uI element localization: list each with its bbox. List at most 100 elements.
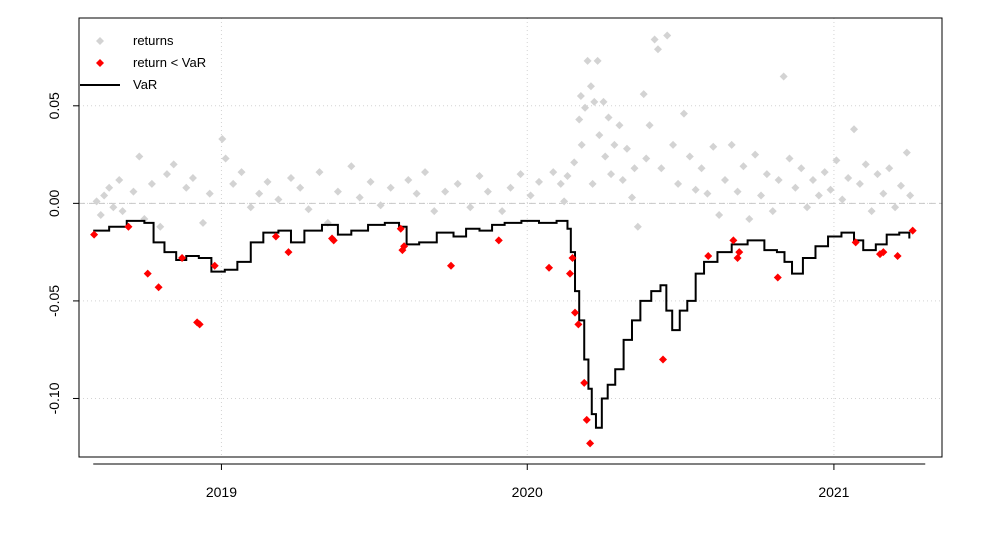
return-point <box>263 177 272 186</box>
return-point <box>618 175 627 184</box>
return-point <box>366 177 375 186</box>
exceedance-point <box>400 242 409 251</box>
x-axis: 2019 2020 2021 <box>93 463 926 500</box>
return-point <box>534 177 543 186</box>
return-point <box>679 109 688 118</box>
return-point <box>286 173 295 182</box>
exceedance-point <box>124 222 133 231</box>
return-point <box>657 164 666 173</box>
exceedance-point <box>210 261 219 270</box>
return-point <box>838 195 847 204</box>
return-point <box>593 56 602 65</box>
x-tick-label: 2020 <box>512 484 543 500</box>
return-point <box>642 154 651 163</box>
legend-symbol <box>96 59 104 67</box>
return-point <box>135 152 144 161</box>
var-series-line <box>93 219 911 429</box>
exceedance-point <box>580 378 589 387</box>
return-point <box>663 31 672 40</box>
return-point <box>577 140 586 149</box>
return-point <box>703 189 712 198</box>
return-point <box>218 134 227 143</box>
return-point <box>296 183 305 192</box>
return-point <box>590 97 599 106</box>
return-point <box>906 191 915 200</box>
return-point <box>861 160 870 169</box>
return-point <box>237 168 246 177</box>
return-point <box>421 168 430 177</box>
return-point <box>156 222 165 231</box>
exceedance-point <box>90 230 99 239</box>
return-point <box>129 187 138 196</box>
return-point <box>475 172 484 181</box>
exceedance-point <box>447 261 456 270</box>
return-point <box>896 181 905 190</box>
return-point <box>902 148 911 157</box>
return-point <box>891 203 900 212</box>
return-point <box>791 183 800 192</box>
return-point <box>333 187 342 196</box>
return-point <box>182 183 191 192</box>
return-point <box>563 172 572 181</box>
exceedance-point <box>773 273 782 282</box>
return-point <box>430 207 439 216</box>
return-point <box>604 113 613 122</box>
exceedance-point <box>329 236 338 245</box>
return-point <box>412 189 421 198</box>
return-point <box>576 92 585 101</box>
return-point <box>610 140 619 149</box>
exceedance-point <box>574 320 583 329</box>
return-point <box>526 191 535 200</box>
return-point <box>441 187 450 196</box>
return-point <box>867 207 876 216</box>
y-tick-label: -0.05 <box>46 285 62 317</box>
return-point <box>100 191 109 200</box>
return-point <box>92 197 101 206</box>
return-point <box>595 131 604 140</box>
return-point <box>615 121 624 130</box>
return-point <box>826 185 835 194</box>
exceedance-point <box>195 320 204 329</box>
exceedance-point <box>154 283 163 292</box>
return-point <box>832 156 841 165</box>
y-tick-label: 0.00 <box>46 190 62 217</box>
exceedance-point <box>733 253 742 262</box>
return-point <box>768 207 777 216</box>
return-point <box>669 140 678 149</box>
var-line <box>93 219 911 429</box>
return-point <box>229 179 238 188</box>
return-point <box>639 90 648 99</box>
exceedance-point <box>565 269 574 278</box>
return-point <box>255 189 264 198</box>
return-point <box>118 207 127 216</box>
return-point <box>850 125 859 134</box>
return-point <box>549 168 558 177</box>
legend-label: return < VaR <box>133 55 206 70</box>
return-point <box>601 152 610 161</box>
return-point <box>506 183 515 192</box>
return-point <box>199 218 208 227</box>
legend-symbol <box>96 37 104 45</box>
return-point <box>622 144 631 153</box>
exceedance-point <box>571 308 580 317</box>
return-point <box>347 162 356 171</box>
exceedance-point <box>586 439 595 448</box>
return-point <box>727 140 736 149</box>
return-point <box>386 183 395 192</box>
return-point <box>650 35 659 44</box>
return-point <box>570 158 579 167</box>
return-point <box>779 72 788 81</box>
return-point <box>588 179 597 188</box>
return-point <box>879 189 888 198</box>
return-point <box>873 170 882 179</box>
return-point <box>885 164 894 173</box>
return-point <box>697 164 706 173</box>
return-point <box>797 164 806 173</box>
exceedance-point <box>545 263 554 272</box>
return-point <box>583 56 592 65</box>
return-point <box>355 193 364 202</box>
exceedance-point <box>851 238 860 247</box>
exceedance-point <box>178 253 187 262</box>
x-tick-label: 2019 <box>206 484 237 500</box>
exceedance-point <box>704 252 713 261</box>
